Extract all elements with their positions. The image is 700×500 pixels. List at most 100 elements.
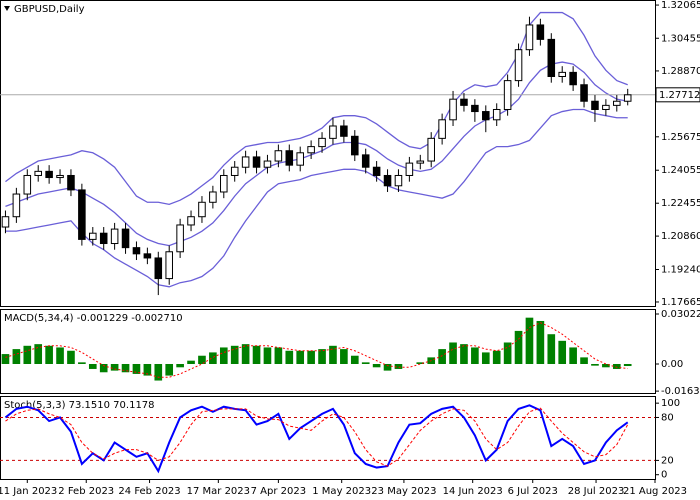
candle-body: [1, 216, 10, 228]
macd-bar: [492, 350, 501, 364]
candle-body: [220, 174, 228, 193]
macd-bar: [23, 345, 32, 364]
candle-body: [99, 232, 108, 245]
candle-body: [394, 174, 403, 187]
x-tick-label: 2 Feb 2023: [58, 486, 114, 497]
macd-bar: [558, 340, 567, 364]
macd-bar: [460, 344, 468, 364]
macd-bar: [525, 317, 534, 364]
x-tick-label: 11 Jan 2023: [0, 486, 57, 497]
y-tick-label: 100: [661, 398, 680, 409]
candle-body: [67, 174, 75, 191]
macd-bar: [350, 355, 359, 364]
y-tick-label: 1.25675: [661, 132, 700, 143]
candle-body: [613, 100, 621, 106]
band-line: [5, 61, 628, 247]
macd-bar: [514, 330, 523, 364]
macd-bar: [394, 363, 403, 369]
macd-bar: [307, 350, 315, 364]
y-tick-label: 20: [661, 455, 674, 466]
candle-body: [427, 137, 435, 162]
candle-body: [623, 94, 632, 102]
candle-body: [198, 201, 206, 218]
macd-bar: [34, 344, 43, 364]
macd-bar: [88, 363, 97, 369]
candle-body: [230, 166, 239, 176]
macd-bar: [340, 349, 348, 364]
panel-frame: [0, 396, 656, 480]
x-tick-label: 1 May 2023: [312, 486, 371, 497]
macd-bar: [45, 345, 53, 364]
macd-bar: [438, 349, 446, 364]
macd-bar: [56, 347, 64, 364]
panel-title: MACD(5,34,4) -0.001229 -0.002710: [4, 313, 183, 324]
macd-bar: [471, 347, 479, 364]
macd-bar: [241, 344, 250, 364]
candle-body: [569, 71, 577, 86]
candle-body: [12, 193, 21, 218]
x-tick-label: 17 Mar 2023: [187, 486, 250, 497]
macd-bar: [143, 363, 152, 376]
macd-bar: [285, 350, 294, 364]
macd-bar: [416, 362, 425, 364]
macd-bar: [274, 347, 283, 364]
macd-bar: [198, 355, 206, 364]
candle-body: [143, 253, 152, 259]
candle-body: [110, 228, 119, 245]
panel-frame: [0, 309, 656, 394]
macd-bar: [361, 362, 370, 364]
y-tick-label: 1.20860: [661, 231, 700, 242]
x-tick-label: 7 Apr 2023: [251, 486, 306, 497]
y-tick-label: -0.016393: [661, 386, 700, 397]
x-tick-label: 23 May 2023: [371, 486, 436, 497]
macd-bar: [12, 349, 21, 364]
candle-body: [351, 135, 359, 156]
candle-body: [45, 170, 53, 179]
candle-body: [318, 137, 326, 148]
macd-bar: [67, 350, 75, 364]
y-tick-label: 0.00: [661, 359, 683, 370]
candle-body: [252, 156, 261, 168]
candle-body: [405, 162, 414, 176]
macd-bar: [580, 357, 588, 364]
y-tick-label: 1.24055: [661, 165, 700, 176]
stoch-signal-line: [5, 407, 629, 467]
macd-bar: [230, 345, 239, 364]
candle-body: [438, 119, 446, 139]
macd-bar: [547, 334, 556, 364]
band-line: [5, 11, 628, 206]
macd-bar: [209, 352, 217, 364]
macd-bar: [329, 345, 337, 364]
macd-bar: [612, 363, 621, 369]
current-price-box: [655, 87, 700, 103]
candle-body: [383, 174, 392, 187]
macd-bar: [536, 320, 545, 364]
panel-title: GBPUSD,Daily: [14, 4, 85, 15]
x-tick-label: 28 Jul 2023: [568, 486, 625, 497]
macd-bar: [99, 363, 108, 373]
macd-bar: [318, 349, 326, 364]
signal-line: [5, 322, 628, 378]
macd-bar: [591, 363, 599, 366]
macd-bar: [602, 363, 610, 368]
y-tick-label: 1.32065: [661, 0, 700, 11]
candle-body: [154, 257, 163, 280]
candle-body: [503, 80, 512, 110]
title-arrow: [4, 6, 10, 11]
candle-body: [34, 170, 42, 176]
candle-body: [602, 104, 610, 110]
candle-body: [525, 24, 534, 51]
candle-body: [78, 189, 86, 240]
y-tick-label: 1.28870: [661, 66, 700, 77]
x-tick-label: 6 Jul 2023: [508, 486, 558, 497]
candle-body: [165, 251, 173, 280]
candle-body: [187, 216, 195, 226]
y-tick-label: 80: [661, 412, 674, 423]
macd-bar: [176, 363, 184, 368]
candle-body: [132, 247, 141, 255]
candle-body: [580, 84, 588, 102]
macd-bar: [187, 360, 195, 364]
macd-bar: [503, 342, 512, 364]
candle-body: [460, 98, 468, 106]
y-tick-label: 1.22455: [661, 198, 700, 209]
